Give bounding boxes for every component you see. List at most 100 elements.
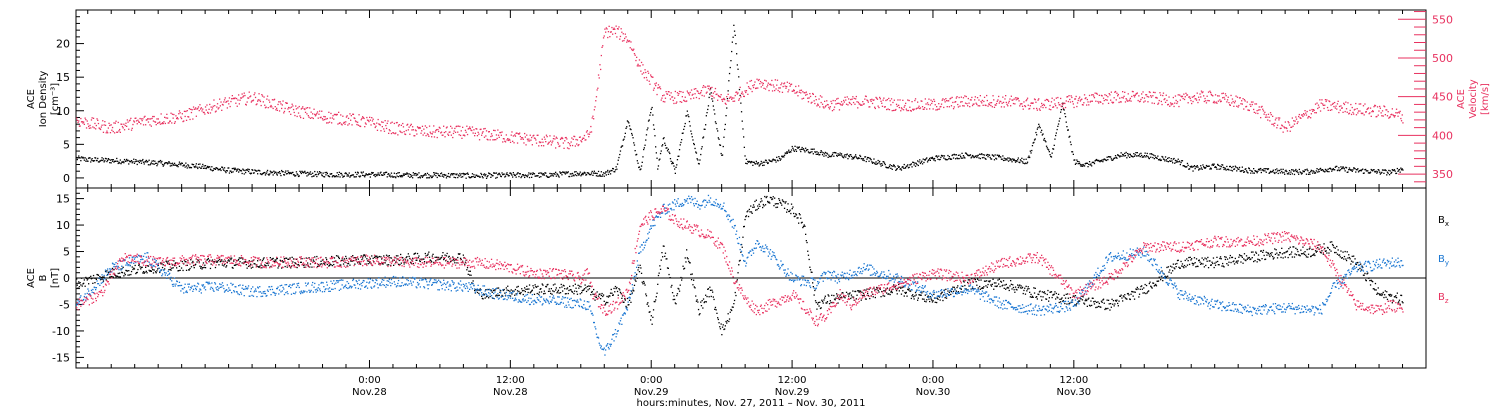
density-point xyxy=(652,124,655,126)
density-point xyxy=(662,144,664,146)
density-point xyxy=(614,169,617,171)
velocity-point xyxy=(304,111,307,113)
density-point xyxy=(532,172,534,174)
velocity-point xyxy=(1003,106,1005,108)
density-point xyxy=(160,162,162,164)
density-point xyxy=(407,173,409,175)
density-point xyxy=(1058,120,1060,122)
velocity-point xyxy=(534,137,536,140)
velocity-point xyxy=(1176,102,1178,105)
velocity-point xyxy=(815,99,817,101)
velocity-point xyxy=(855,95,857,98)
velocity-point xyxy=(895,103,898,105)
velocity-point xyxy=(433,136,436,138)
velocity-point xyxy=(736,91,738,93)
velocity-point xyxy=(1367,107,1370,109)
velocity-point xyxy=(1295,118,1298,120)
bx-point xyxy=(515,293,517,295)
density-point xyxy=(1368,172,1370,174)
density-point xyxy=(800,150,802,153)
velocity-point xyxy=(1389,116,1391,118)
bx-point xyxy=(688,260,690,262)
velocity-point xyxy=(781,91,784,93)
velocity-point xyxy=(876,98,879,100)
density-point xyxy=(225,171,227,174)
velocity-point xyxy=(276,109,278,111)
bx-point xyxy=(193,267,195,269)
velocity-point xyxy=(180,116,182,118)
density-point xyxy=(527,174,529,176)
velocity-point xyxy=(1314,103,1317,105)
velocity-point xyxy=(1291,126,1293,128)
velocity-point xyxy=(1146,95,1148,98)
density-point xyxy=(127,159,129,161)
velocity-tick-label: 550 xyxy=(1432,13,1453,26)
velocity-point xyxy=(931,100,934,103)
velocity-point xyxy=(561,136,563,139)
velocity-point xyxy=(1398,111,1400,113)
velocity-point xyxy=(1141,97,1143,99)
density-point xyxy=(466,173,468,175)
density-point xyxy=(649,114,651,116)
density-point xyxy=(97,161,100,163)
density-point xyxy=(142,158,144,161)
velocity-point xyxy=(1005,101,1007,104)
velocity-point xyxy=(499,131,501,134)
bx-point xyxy=(654,301,656,303)
bx-point xyxy=(571,290,573,293)
velocity-point xyxy=(879,96,881,99)
density-point xyxy=(695,152,698,154)
density-point xyxy=(857,158,859,160)
bx-point xyxy=(321,263,323,265)
velocity-point xyxy=(1073,106,1075,109)
bx-point xyxy=(683,267,686,269)
velocity-point xyxy=(1143,97,1146,99)
bx-point xyxy=(409,257,411,260)
velocity-point xyxy=(216,106,218,108)
velocity-point xyxy=(1291,117,1293,119)
velocity-point xyxy=(927,103,929,106)
velocity-point xyxy=(750,88,752,90)
density-point xyxy=(577,173,579,175)
velocity-point xyxy=(428,135,430,137)
density-point xyxy=(341,174,343,176)
velocity-point xyxy=(651,76,653,78)
velocity-point xyxy=(1269,112,1272,114)
velocity-point xyxy=(296,115,298,118)
density-point xyxy=(1086,162,1088,164)
velocity-point xyxy=(316,111,319,113)
velocity-point xyxy=(974,96,976,98)
velocity-point xyxy=(1183,93,1185,95)
density-point xyxy=(618,156,620,159)
density-point xyxy=(466,172,469,174)
density-point xyxy=(365,173,367,175)
density-point xyxy=(269,170,271,172)
velocity-point xyxy=(1245,106,1247,108)
density-point xyxy=(800,148,803,150)
velocity-point xyxy=(208,108,210,110)
velocity-point xyxy=(1269,120,1271,122)
velocity-point xyxy=(422,134,424,136)
bx-point xyxy=(802,225,805,228)
velocity-point xyxy=(1158,99,1160,102)
velocity-point xyxy=(871,102,874,105)
density-point xyxy=(352,174,354,176)
bx-point xyxy=(438,256,440,259)
bx-point xyxy=(468,270,470,272)
velocity-point xyxy=(1094,92,1096,94)
density-point xyxy=(476,175,479,177)
bx-point xyxy=(804,225,806,227)
velocity-point xyxy=(1013,98,1015,100)
velocity-point xyxy=(770,84,772,86)
density-point xyxy=(421,176,424,178)
velocity-point xyxy=(1229,104,1231,106)
density-point xyxy=(664,144,667,146)
velocity-point xyxy=(598,77,600,79)
density-point xyxy=(519,173,521,175)
density-point xyxy=(705,115,707,117)
density-point xyxy=(614,171,616,173)
density-point xyxy=(1391,169,1393,171)
velocity-point xyxy=(147,121,150,123)
density-point xyxy=(289,171,291,174)
density-point xyxy=(585,174,587,176)
